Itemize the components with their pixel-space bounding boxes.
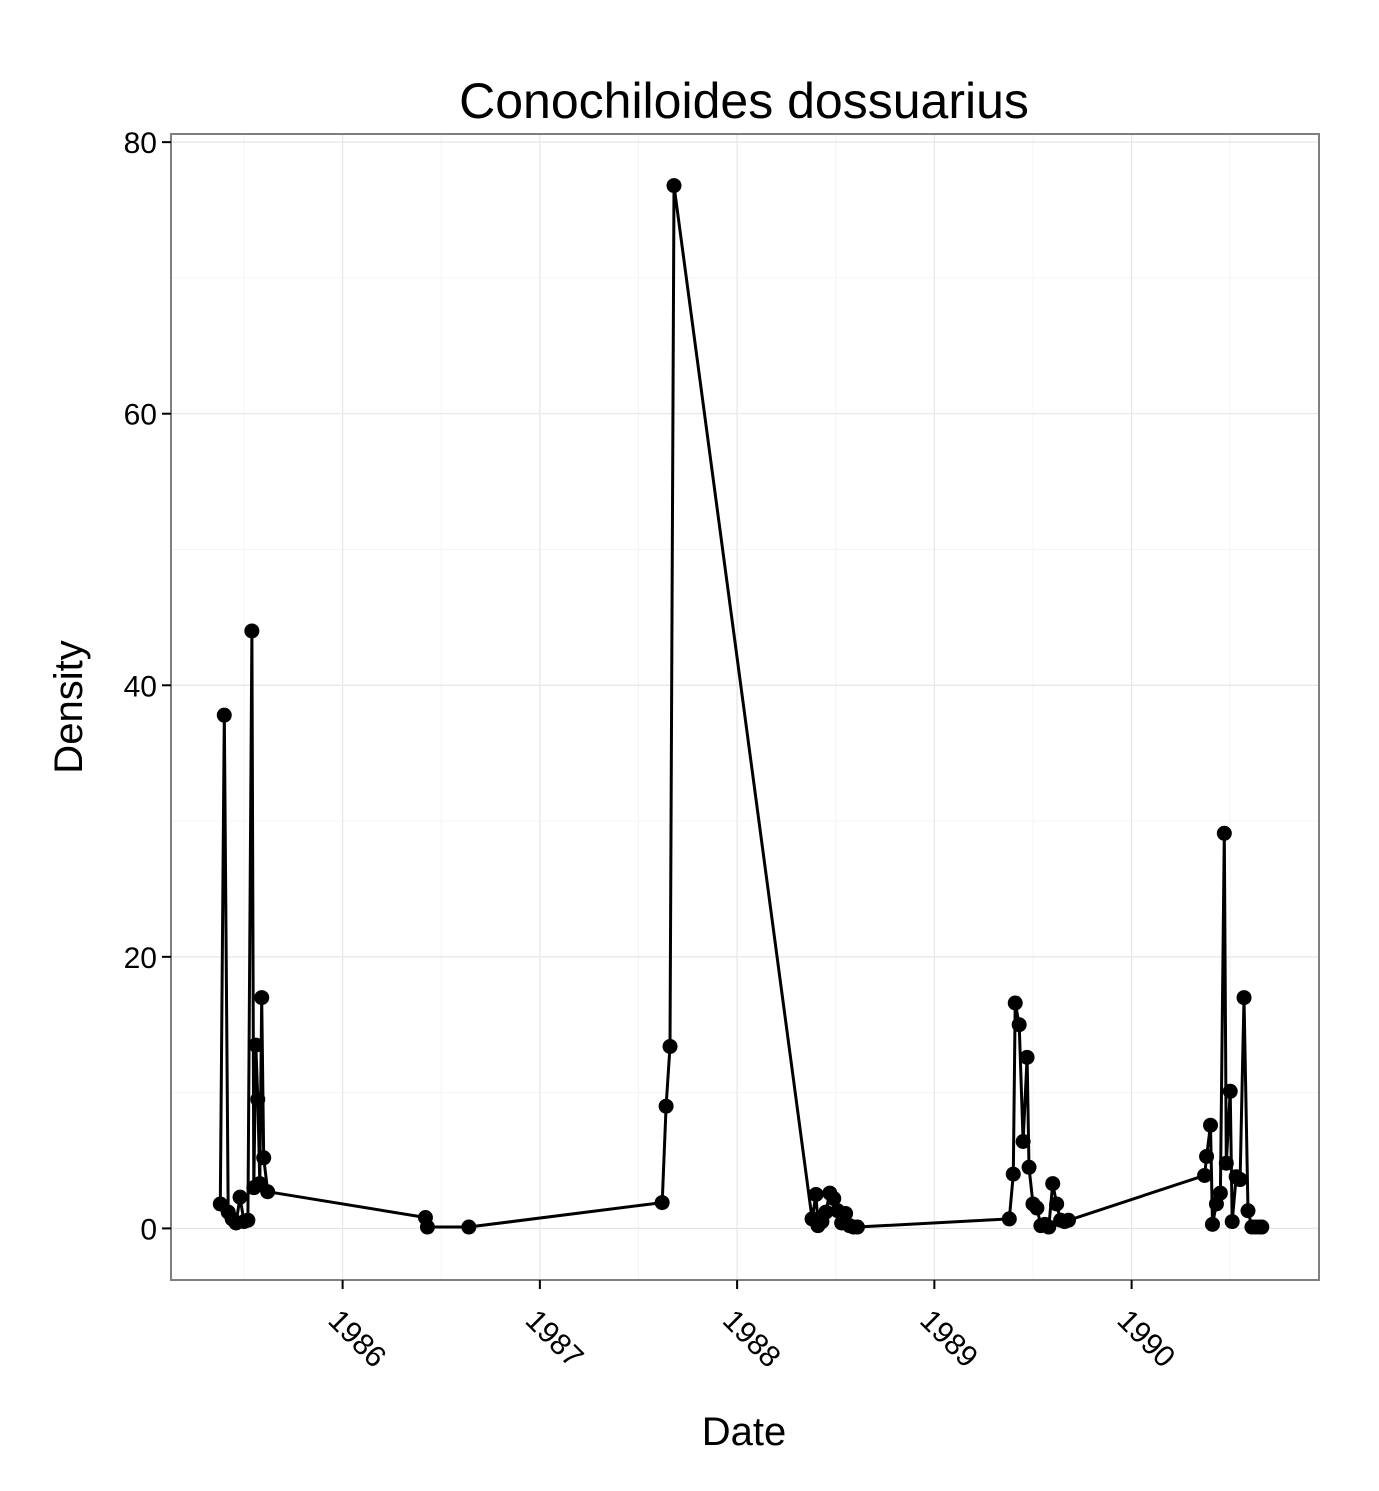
data-point: [1199, 1148, 1215, 1164]
data-point: [1049, 1196, 1065, 1212]
data-point: [216, 707, 232, 723]
data-point: [1045, 1176, 1061, 1192]
y-tick-label: 0: [140, 1213, 157, 1246]
data-point: [654, 1195, 670, 1211]
data-point: [1015, 1134, 1031, 1150]
data-point: [838, 1205, 854, 1221]
x-tick-label: 1987: [519, 1304, 590, 1375]
data-point: [1021, 1159, 1037, 1175]
data-point: [1197, 1167, 1213, 1183]
data-point: [1204, 1216, 1220, 1232]
x-axis-title: Date: [702, 1410, 787, 1454]
data-point: [1216, 825, 1232, 841]
plot-area: 0 20 40 60 80 1986 1987 1988 1989 1990: [124, 127, 1320, 1375]
data-point: [1001, 1211, 1017, 1227]
data-point: [1203, 1117, 1219, 1133]
data-point: [1019, 1049, 1035, 1065]
y-axis-title: Density: [47, 640, 91, 773]
data-point: [1224, 1214, 1240, 1230]
data-point: [1029, 1200, 1045, 1216]
x-tick-label: 1986: [322, 1304, 393, 1375]
data-point: [1236, 990, 1252, 1006]
data-point: [658, 1098, 674, 1114]
data-point: [244, 623, 260, 639]
x-tick-label: 1990: [1111, 1304, 1182, 1375]
data-point: [1011, 1017, 1027, 1033]
data-point: [1212, 1185, 1228, 1201]
chart-title: Conochiloides dossuarius: [459, 73, 1029, 129]
data-point: [254, 990, 270, 1006]
data-point: [419, 1219, 435, 1235]
data-point: [240, 1212, 256, 1228]
data-point: [232, 1189, 248, 1205]
data-point: [1232, 1172, 1248, 1188]
y-tick-label: 40: [124, 670, 157, 703]
data-point: [1005, 1166, 1021, 1182]
data-point: [1240, 1203, 1256, 1219]
data-point: [260, 1184, 276, 1200]
data-point: [250, 1091, 266, 1107]
data-point: [1218, 1155, 1234, 1171]
data-point: [666, 178, 682, 194]
data-point: [808, 1186, 824, 1202]
plot-border: [170, 133, 1320, 1281]
y-tick-label: 60: [124, 399, 157, 432]
data-point: [818, 1204, 834, 1220]
data-point: [1060, 1212, 1076, 1228]
y-tick-label: 80: [124, 127, 157, 160]
data-point: [849, 1219, 865, 1235]
data-point: [248, 1037, 264, 1053]
data-point: [1007, 995, 1023, 1011]
y-tick-label: 20: [124, 942, 157, 975]
x-tick-label: 1989: [913, 1304, 984, 1375]
data-point: [1254, 1219, 1270, 1235]
data-point: [461, 1219, 477, 1235]
data-point: [1222, 1083, 1238, 1099]
data-point: [826, 1191, 842, 1207]
data-point: [662, 1038, 678, 1054]
data-point: [256, 1150, 272, 1166]
data-point: [1041, 1219, 1057, 1235]
x-tick-label: 1988: [716, 1304, 787, 1375]
